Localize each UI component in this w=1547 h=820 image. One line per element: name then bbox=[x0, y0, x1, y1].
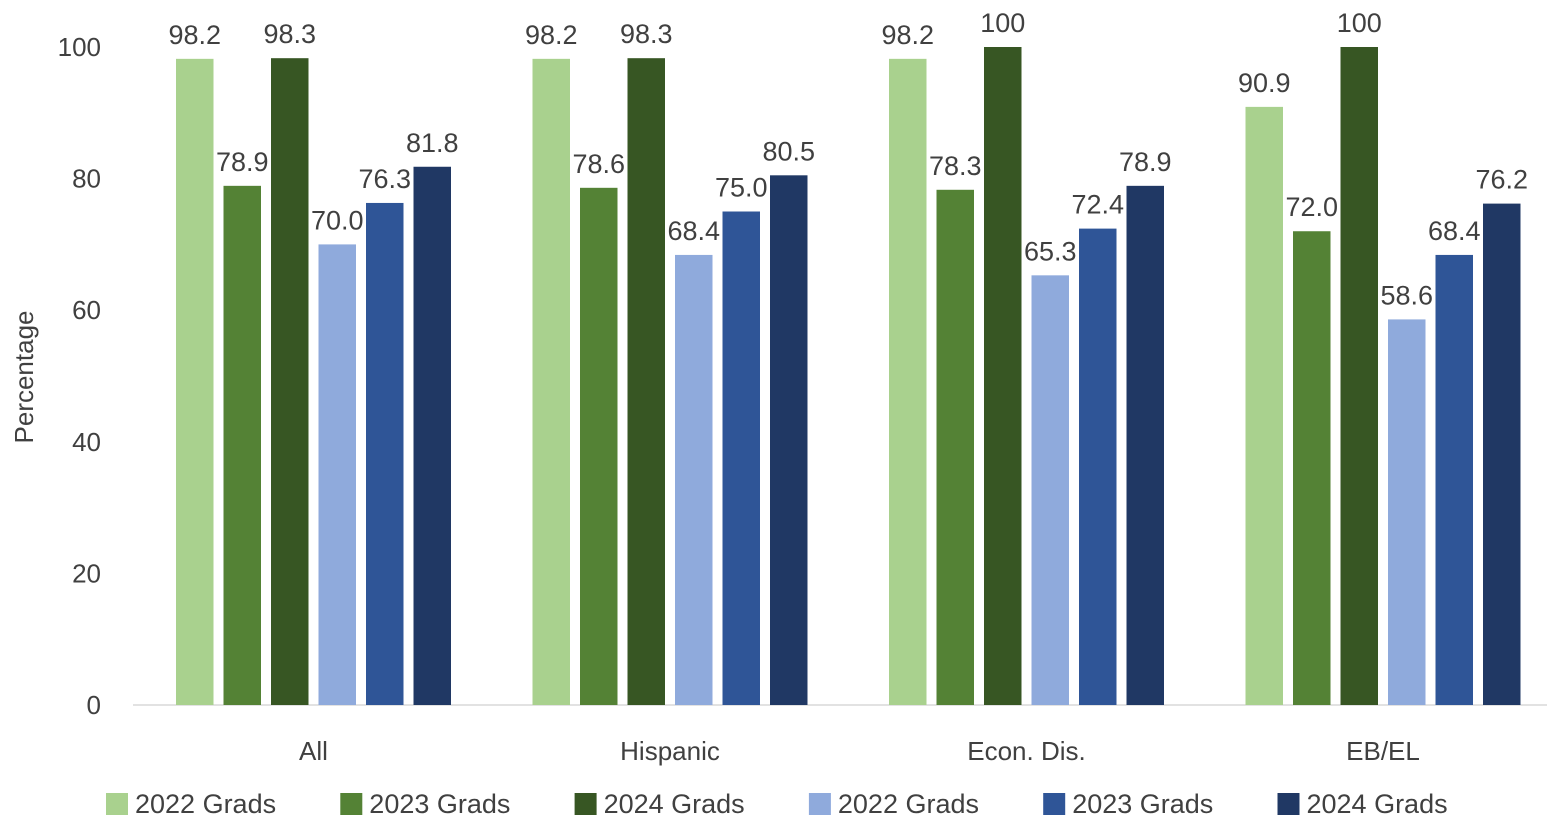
data-labels: 98.2 78.9 98.3 70.0 76.3 81.8 98.2 78.6 98.3 68.4… bbox=[168, 8, 1528, 310]
data-label: 72.4 bbox=[1071, 190, 1124, 220]
legend-label: 2022 Grads bbox=[838, 789, 979, 819]
bar bbox=[770, 175, 808, 705]
data-label: 65.3 bbox=[1024, 236, 1077, 266]
category-label: EB/EL bbox=[1346, 736, 1420, 766]
bar bbox=[366, 202, 404, 706]
data-label: 98.2 bbox=[168, 20, 221, 50]
legend-swatch bbox=[808, 793, 831, 815]
bar bbox=[223, 185, 261, 705]
bar bbox=[889, 58, 927, 706]
data-label: 81.8 bbox=[406, 128, 459, 158]
bar bbox=[532, 58, 570, 706]
bar bbox=[176, 58, 214, 706]
data-label: 90.9 bbox=[1238, 68, 1291, 98]
legend-label: 2022 Grads bbox=[135, 789, 276, 819]
y-tick-labels: 0 20 40 60 80 100 bbox=[58, 32, 101, 720]
category-label: Hispanic bbox=[620, 736, 720, 766]
bar bbox=[1079, 228, 1117, 705]
legend-label: 2024 Grads bbox=[604, 789, 745, 819]
data-label: 98.2 bbox=[881, 20, 934, 50]
legend-label: 2024 Grads bbox=[1307, 789, 1448, 819]
bar bbox=[984, 47, 1022, 705]
data-label: 68.4 bbox=[1428, 216, 1481, 246]
bar bbox=[413, 166, 451, 706]
category-labels: All Hispanic Econ. Dis. EB/EL bbox=[299, 736, 1420, 766]
legend-label: 2023 Grads bbox=[1072, 789, 1213, 819]
bar bbox=[1126, 185, 1164, 705]
data-label: 78.3 bbox=[929, 151, 982, 181]
data-label: 100 bbox=[1337, 8, 1382, 38]
bar bbox=[1031, 275, 1069, 705]
data-label: 80.5 bbox=[762, 136, 815, 166]
bar bbox=[1340, 47, 1378, 705]
data-label: 70.0 bbox=[311, 205, 364, 235]
category-label: Econ. Dis. bbox=[967, 736, 1086, 766]
bar bbox=[1435, 254, 1473, 706]
y-tick-label: 0 bbox=[87, 690, 101, 720]
data-label: 98.3 bbox=[263, 19, 316, 49]
data-label: 76.3 bbox=[358, 164, 411, 194]
bar bbox=[580, 187, 618, 705]
legend-label: 2023 Grads bbox=[369, 789, 510, 819]
bars bbox=[176, 47, 1521, 706]
data-label: 76.2 bbox=[1475, 165, 1528, 195]
bar bbox=[627, 58, 665, 706]
y-tick-label: 100 bbox=[58, 32, 101, 62]
y-axis-label: Percentage bbox=[9, 311, 39, 444]
category-label: All bbox=[299, 736, 328, 766]
bar bbox=[271, 58, 309, 706]
legend-swatch bbox=[574, 793, 597, 815]
data-label: 68.4 bbox=[667, 216, 720, 246]
bar bbox=[1483, 203, 1521, 705]
data-label: 98.3 bbox=[620, 19, 673, 49]
data-label: 100 bbox=[980, 8, 1025, 38]
y-tick-label: 40 bbox=[72, 427, 101, 457]
data-label: 72.0 bbox=[1285, 192, 1338, 222]
legend-swatch bbox=[106, 793, 128, 815]
bar bbox=[936, 189, 974, 705]
data-label: 78.9 bbox=[216, 147, 269, 177]
data-label: 75.0 bbox=[715, 173, 768, 203]
bar bbox=[1388, 319, 1426, 705]
bar bbox=[318, 244, 356, 705]
data-label: 78.9 bbox=[1119, 147, 1172, 177]
legend: 2022 Grads 2023 Grads 2024 Grads 2022 Grads… bbox=[106, 789, 1448, 819]
data-label: 78.6 bbox=[572, 149, 625, 179]
bar bbox=[675, 254, 713, 706]
y-tick-label: 20 bbox=[72, 558, 101, 588]
data-label: 98.2 bbox=[525, 20, 578, 50]
bar bbox=[1293, 231, 1331, 706]
y-tick-label: 80 bbox=[72, 164, 101, 194]
bar bbox=[722, 211, 760, 705]
data-label: 58.6 bbox=[1380, 280, 1433, 310]
legend-swatch bbox=[340, 793, 363, 815]
legend-swatch bbox=[1043, 793, 1066, 815]
legend-swatch bbox=[1277, 793, 1300, 815]
bar bbox=[1245, 106, 1283, 706]
y-tick-label: 60 bbox=[72, 295, 101, 325]
